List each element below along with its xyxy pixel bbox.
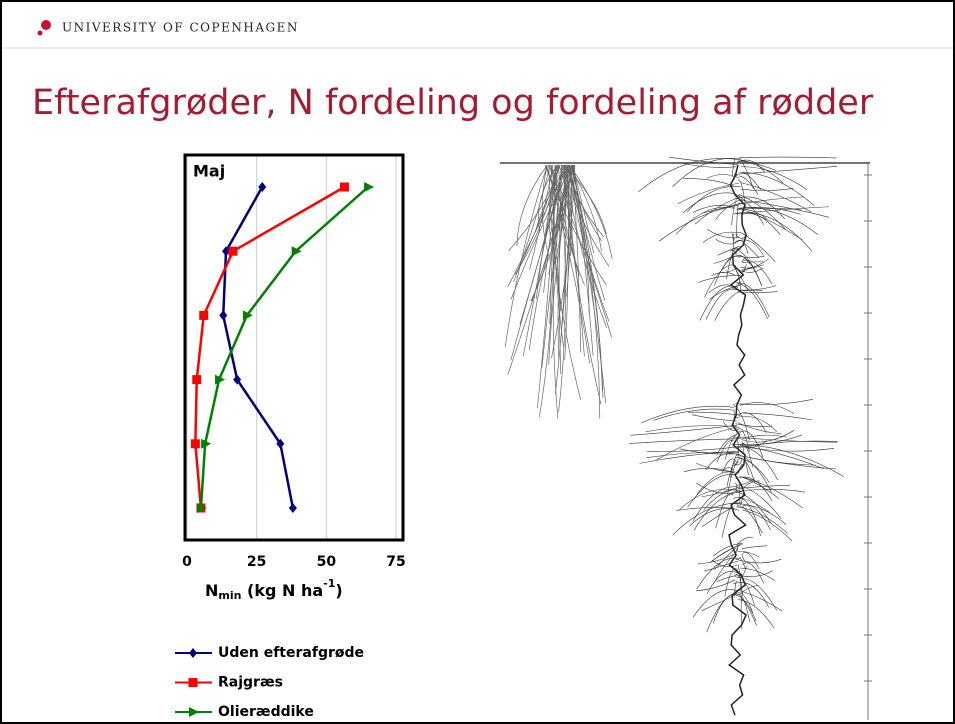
- x-tick-label: 75: [386, 554, 405, 570]
- point: [228, 247, 237, 256]
- slide-title: Efterafgrøder, N fordeling og fordeling …: [32, 83, 874, 123]
- x-tick-label: 50: [317, 554, 337, 570]
- point: [199, 311, 208, 320]
- logo-dot: [41, 20, 51, 30]
- x-axis-label-part: N: [205, 581, 218, 600]
- x-axis-label-part: ): [335, 581, 342, 600]
- legend-label: Olieræddike: [218, 704, 314, 720]
- slide: UNIVERSITY OF COPENHAGEN Efterafgrøder, …: [0, 0, 955, 724]
- chart-title: Maj: [193, 162, 225, 181]
- point: [189, 678, 198, 687]
- logo-dot: [38, 31, 43, 36]
- legend-label: Uden efterafgrøde: [218, 645, 364, 661]
- x-axis-label-part: (kg N ha: [241, 581, 323, 600]
- x-tick-label: 25: [247, 554, 266, 570]
- header: UNIVERSITY OF COPENHAGEN: [62, 21, 299, 35]
- x-tick-label: 0: [182, 554, 192, 570]
- x-axis-label-part: -1: [323, 577, 335, 590]
- point: [191, 439, 200, 448]
- x-axis-label-part: min: [218, 589, 241, 602]
- legend-label: Rajgræs: [218, 675, 283, 691]
- point: [192, 375, 201, 384]
- point: [340, 183, 349, 192]
